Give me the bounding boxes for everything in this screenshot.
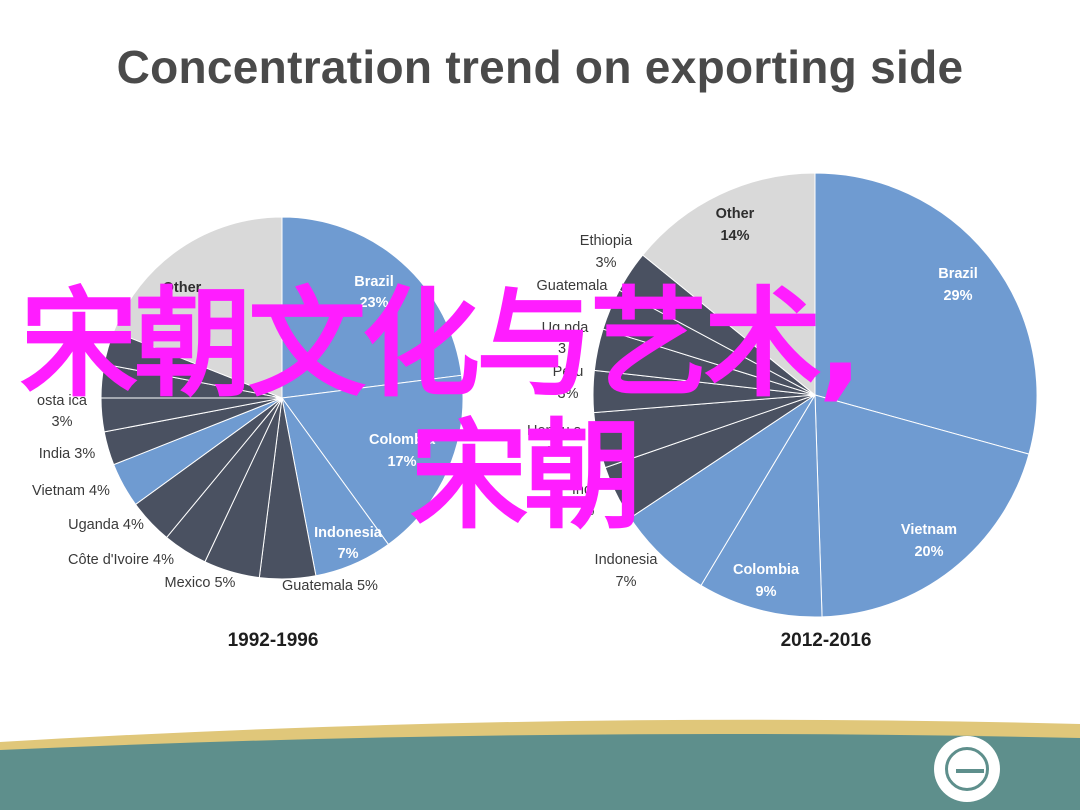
pie-slice-other-12	[113, 216, 283, 399]
label-right-vietnam-pct: 20%	[914, 544, 943, 560]
overlay-line-1: 宋朝文化与艺术,	[20, 275, 863, 413]
label-right-peru-pct: 3%	[558, 386, 579, 402]
chart-title-right: 2012-2016	[781, 630, 872, 651]
label-left-india: India 3%	[39, 446, 96, 462]
label-right-colombia-name: Colombia	[733, 562, 800, 578]
footer-wave	[0, 719, 1080, 810]
label-left-brazil-name: Brazil	[354, 274, 394, 290]
chart-title-left: 1992-1996	[228, 630, 319, 651]
label-right-other-pct: 14%	[720, 228, 749, 244]
label-right-uganda-name: Ug nda	[542, 320, 590, 336]
label-left-costa-rica-name: osta ica	[37, 393, 88, 409]
pie-slice-vietnam-1	[814, 394, 1030, 618]
label-left-colombia-pct: 17%	[387, 454, 416, 470]
label-left-vietnam: Vietnam 4%	[32, 483, 110, 499]
theta-circle-icon	[934, 736, 1000, 802]
label-right-peru-name: Peru	[553, 364, 584, 380]
footer-teal-band	[0, 734, 1080, 810]
label-right-honduras-pct: 4%	[544, 444, 565, 460]
pie-slice-colombia-2	[700, 393, 823, 618]
label-right-other-name: Other	[716, 206, 755, 222]
label-right-indonesia-name: Indonesia	[595, 552, 659, 568]
label-right-honduras-name: Hondu s	[527, 423, 581, 439]
overlay-watermark-text: 宋朝文化与艺术, 宋朝	[20, 278, 1080, 542]
label-right-india-name: Ind	[572, 482, 592, 498]
label-left-brazil-pct: 23%	[359, 295, 388, 311]
pie-slice-brazil-0	[814, 172, 1038, 455]
overlay-line-2: 宋朝	[410, 407, 642, 545]
label-right-brazil-name: Brazil	[938, 266, 978, 282]
label-right-vietnam-name: Vietnam	[901, 522, 957, 538]
label-left-other-name: Other	[163, 280, 202, 296]
pie-chart-1992-1996	[100, 216, 464, 580]
slide-title: Concentration trend on exporting side	[116, 41, 964, 93]
label-right-guatemala-pct: 3	[562, 299, 570, 315]
label-right-guatemala-name: Guatemala	[537, 278, 609, 294]
pie-slice-other-10	[641, 172, 816, 397]
label-left-uganda: Uganda 4%	[68, 517, 144, 533]
label-left-mexico: Mexico 5%	[165, 575, 236, 591]
label-left-guatemala: Guatemala 5%	[282, 578, 378, 594]
label-left-indonesia-pct: 7%	[338, 546, 359, 562]
label-right-brazil-pct: 29%	[943, 288, 972, 304]
label-left-colombia-name: Colombia	[369, 432, 436, 448]
label-right-indonesia-pct: 7%	[616, 574, 637, 590]
label-left-indonesia-name: Indonesia	[314, 525, 383, 541]
label-right-india-pct: %	[582, 503, 595, 519]
label-left-costa-rica-pct: 3%	[52, 414, 73, 430]
label-right-ethiopia-name: Ethiopia	[580, 233, 633, 249]
label-right-uganda-pct: 3	[558, 341, 566, 357]
pie-slice-brazil-0	[281, 216, 463, 399]
pie-slice-colombia-1	[281, 374, 464, 546]
label-right-ethiopia-pct: 3%	[596, 255, 617, 271]
label-left-cote-divoire: Côte d'Ivoire 4%	[68, 552, 174, 568]
label-right-colombia-pct: 9%	[756, 584, 777, 600]
pie-chart-2012-2016	[592, 172, 1038, 618]
